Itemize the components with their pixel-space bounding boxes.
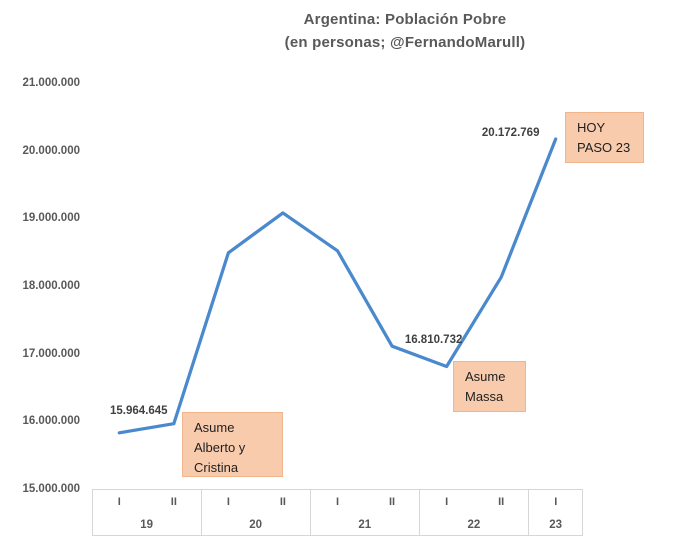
- data-point-label: 20.172.769: [481, 127, 540, 139]
- semester-tick-label: I: [554, 496, 558, 508]
- annotation-text-line: Asume: [194, 420, 235, 435]
- x-axis-year-divider: [201, 489, 203, 536]
- chart-subtitle: (en personas; @FernandoMarull): [284, 34, 526, 51]
- year-tick-label: 19: [140, 519, 153, 531]
- semester-tick-label: I: [335, 496, 340, 508]
- x-axis-year-divider: [419, 489, 421, 536]
- x-axis-year-divider: [528, 489, 530, 536]
- x-axis-year-divider: [310, 489, 312, 536]
- annotation-box-asume-massa: Asume Massa: [453, 361, 526, 412]
- y-axis-tick-label: 18.000.000: [22, 280, 80, 292]
- annotation-box-hoy-paso-23: HOY PASO 23: [565, 112, 644, 163]
- annotation-text-line: Asume: [465, 369, 506, 384]
- annotation-text-line: Massa: [465, 389, 504, 404]
- y-axis-tick-label: 17.000.000: [22, 347, 80, 360]
- year-tick-label: 22: [467, 519, 481, 531]
- y-axis-tick-label: 16.000.000: [22, 415, 80, 428]
- y-axis-tick-label: 21.000.000: [22, 77, 80, 89]
- annotation-box-asume-alberto-cristina: Asume Alberto y Cristina: [182, 412, 283, 477]
- semester-tick-label: I: [226, 496, 230, 508]
- semester-tick-label: II: [498, 496, 505, 508]
- poverty-series-line: [117, 137, 558, 435]
- year-tick-label: 21: [358, 519, 372, 531]
- annotation-text-line: PASO 23: [577, 140, 631, 155]
- semester-tick-label: II: [170, 496, 177, 508]
- x-axis-border: [92, 489, 583, 536]
- y-axis-tick-label: 19.000.000: [22, 212, 80, 225]
- year-tick-label: 20: [249, 519, 263, 531]
- annotation-text-line: Cristina: [194, 460, 239, 475]
- semester-tick-label: I: [445, 496, 449, 508]
- semester-tick-label: II: [279, 496, 286, 508]
- y-axis-tick-label: 15.000.000: [22, 483, 80, 495]
- semester-tick-label: II: [388, 496, 396, 508]
- y-axis-tick-label: 20.000.000: [22, 144, 80, 157]
- data-point-label: 16.810.732: [404, 333, 463, 346]
- data-point-label: 15.964.645: [110, 404, 168, 417]
- chart-title: Argentina: Población Pobre: [303, 11, 507, 28]
- annotation-text-line: Alberto y: [194, 440, 246, 455]
- semester-tick-label: I: [117, 496, 121, 508]
- year-tick-label: 23: [549, 519, 563, 531]
- annotation-text-line: HOY: [577, 120, 606, 135]
